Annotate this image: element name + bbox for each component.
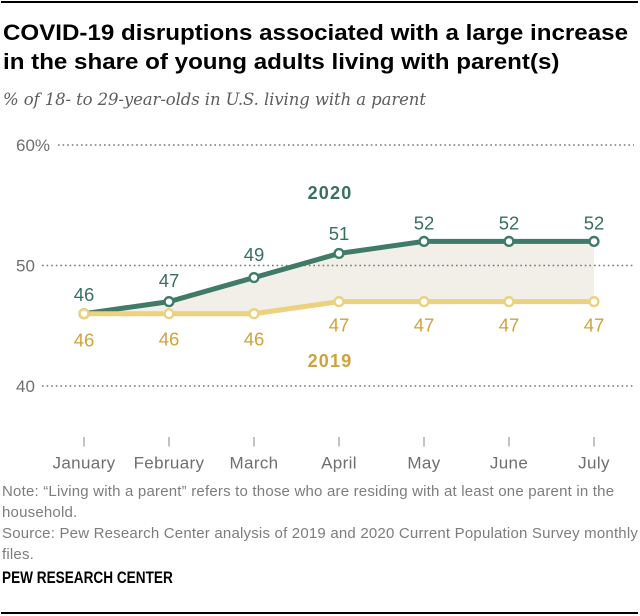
x-axis-label-January: January	[53, 454, 116, 473]
series-label-2019: 2019	[308, 351, 353, 371]
value-label-2019-June: 47	[499, 315, 520, 336]
value-label-2020-February: 47	[159, 270, 180, 291]
top-rule	[1, 1, 638, 3]
chart-notes: Note: “Living with a parent” refers to t…	[2, 481, 640, 565]
point-2019-April	[333, 296, 345, 308]
y-axis-label-40: 40	[16, 377, 35, 396]
point-2020-June	[503, 235, 515, 248]
x-axis-label-May: May	[407, 454, 440, 473]
note-text: Note: “Living with a parent” refers to t…	[2, 483, 615, 521]
value-label-2019-May: 47	[414, 315, 435, 336]
line-chart: 60% 50 40 46 47 49 51 52 52 52 46 46 46 47 47 47 47 2020 2…	[16, 136, 634, 473]
y-axis-label-60: 60%	[16, 136, 50, 155]
value-label-2019-July: 47	[584, 315, 605, 336]
brand-footer: PEW RESEARCH CENTER	[2, 568, 173, 587]
point-2019-March	[248, 308, 260, 320]
point-2019-May	[418, 296, 430, 308]
value-label-2019-April: 47	[329, 315, 350, 336]
source-text: Source: Pew Research Center analysis of …	[2, 525, 639, 563]
value-label-2019-January: 46	[74, 330, 95, 351]
chart-subtitle: % of 18- to 29-year-olds in U.S. living …	[3, 90, 426, 109]
point-2020-March	[248, 271, 260, 284]
chart-title: COVID-19 disruptions associated with a l…	[3, 20, 629, 74]
value-label-2019-March: 46	[244, 329, 265, 350]
point-2020-July	[588, 235, 600, 248]
point-2020-February	[163, 296, 175, 308]
y-axis-label-50: 50	[16, 257, 35, 276]
point-2019-July	[588, 296, 600, 308]
x-axis-label-March: March	[230, 454, 279, 473]
value-label-2020-January: 46	[74, 284, 95, 305]
value-label-2019-February: 46	[159, 329, 180, 350]
point-2019-January	[78, 308, 90, 320]
x-axis-label-February: February	[134, 454, 205, 473]
value-label-2020-March: 49	[244, 244, 265, 265]
point-2020-May	[418, 235, 430, 248]
value-label-2020-April: 51	[329, 223, 350, 244]
point-2019-February	[163, 308, 175, 320]
series-gap-area	[84, 241, 594, 314]
point-2020-April	[333, 247, 345, 260]
bottom-rule	[1, 612, 638, 614]
series-label-2020: 2020	[308, 183, 353, 203]
value-label-2020-July: 52	[584, 212, 605, 233]
value-label-2020-June: 52	[499, 212, 520, 233]
x-axis-label-April: April	[321, 454, 357, 473]
value-label-2020-May: 52	[414, 212, 435, 233]
point-2019-June	[503, 296, 515, 308]
x-axis-label-June: June	[490, 454, 528, 473]
x-axis-label-July: July	[578, 454, 610, 473]
